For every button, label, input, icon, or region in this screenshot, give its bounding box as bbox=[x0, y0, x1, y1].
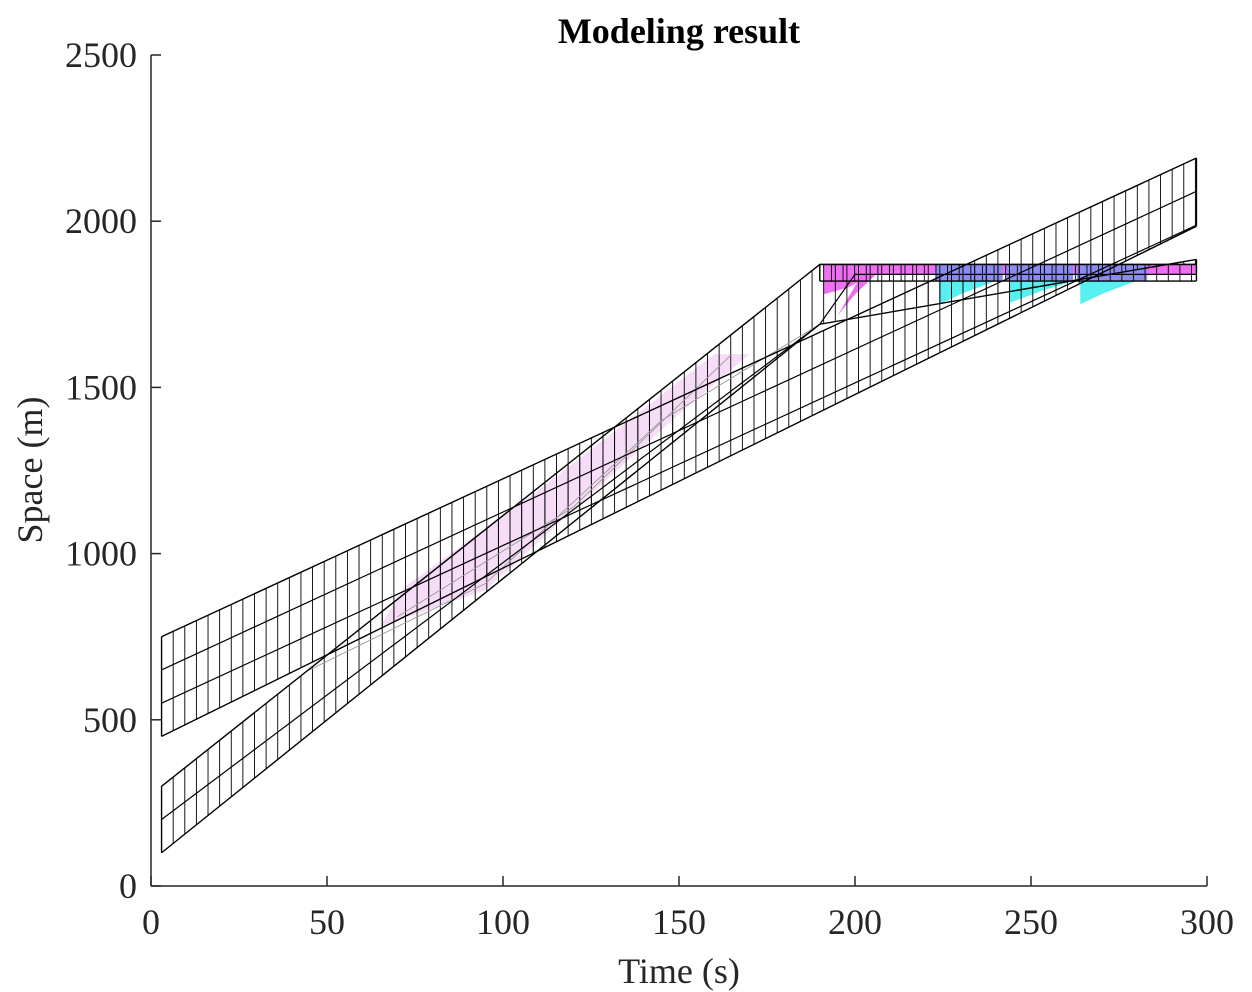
y-tick-label: 2500 bbox=[65, 35, 137, 75]
x-tick-label: 0 bbox=[142, 902, 160, 942]
x-tick-label: 100 bbox=[476, 902, 530, 942]
band-fast-lower-edge bbox=[161, 258, 1197, 854]
shaded-regions bbox=[379, 264, 1197, 627]
band-queue-hatching bbox=[819, 264, 1192, 282]
ghost-trajectory-1 bbox=[397, 353, 733, 618]
y-axis-label: Space (m) bbox=[10, 397, 50, 544]
x-tick-label: 300 bbox=[1180, 902, 1234, 942]
y-tick-label: 0 bbox=[119, 866, 137, 906]
band-fast-hatching bbox=[161, 259, 1196, 853]
shaded-region-3 bbox=[939, 281, 996, 305]
y-tick-label: 1000 bbox=[65, 534, 137, 574]
y-tick-label: 1500 bbox=[65, 367, 137, 407]
shaded-region-5 bbox=[1080, 281, 1137, 305]
x-tick-label: 250 bbox=[1004, 902, 1058, 942]
chart-title: Modeling result bbox=[558, 11, 800, 51]
ticks: 0 50 100 150 200 250 300 0 500 1000 1500 2000 2500 bbox=[65, 35, 1234, 942]
y-tick-label: 500 bbox=[83, 700, 137, 740]
shaded-region-6 bbox=[935, 264, 1003, 282]
axes bbox=[150, 55, 1207, 887]
band-lines bbox=[160, 157, 1198, 854]
shaded-region-7 bbox=[1006, 264, 1074, 282]
band-slow-lower-edge bbox=[161, 225, 1197, 738]
shaded-region-0 bbox=[379, 354, 750, 627]
band-fast-upper-edge bbox=[161, 263, 1197, 787]
band-hatching bbox=[161, 158, 1196, 853]
x-tick-label: 200 bbox=[828, 902, 882, 942]
y-tick-label: 2000 bbox=[65, 201, 137, 241]
x-tick-label: 50 bbox=[309, 902, 345, 942]
ghost-trajectory-0 bbox=[309, 323, 821, 671]
band-slow-center-0 bbox=[161, 224, 1197, 704]
x-tick-label: 150 bbox=[652, 902, 706, 942]
x-axis-label: Time (s) bbox=[618, 951, 740, 991]
band-fast-center-0 bbox=[161, 273, 1197, 820]
band-slow-upper-edge bbox=[161, 157, 1197, 638]
band-slow-hatching bbox=[161, 158, 1196, 737]
shaded-region-4 bbox=[1009, 281, 1074, 303]
